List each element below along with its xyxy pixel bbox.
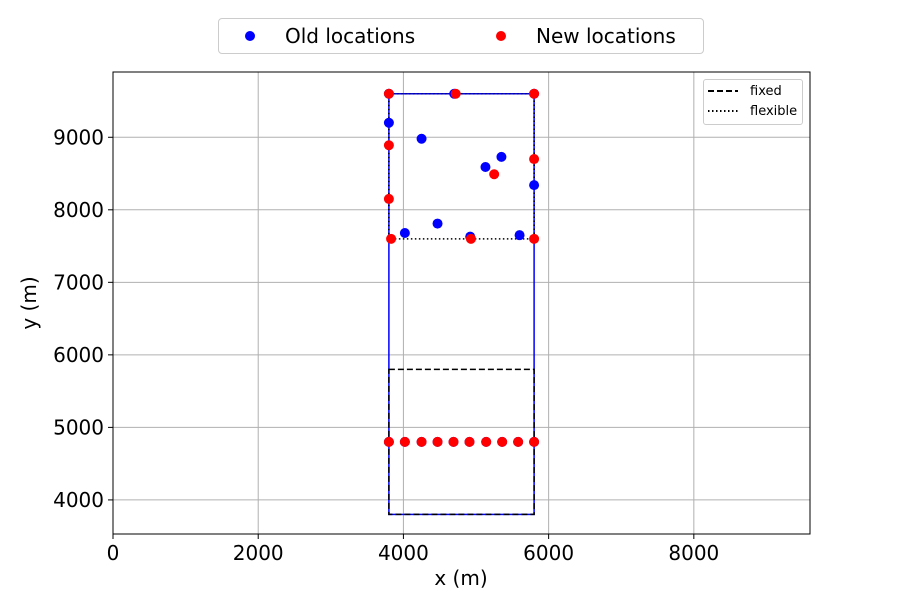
y-tick-label: 4000 — [53, 488, 104, 512]
grid — [112, 72, 810, 534]
new-location-point — [529, 233, 540, 244]
legend-item-new: New locations — [496, 25, 676, 47]
new-location-point — [529, 154, 540, 165]
new-location-point — [448, 436, 459, 447]
legend-line-fixed — [708, 90, 738, 92]
x-axis-label: x (m) — [434, 566, 487, 590]
new-location-point — [464, 436, 475, 447]
flexible-box — [388, 93, 535, 240]
new-location-point — [465, 233, 476, 244]
new-location-point — [497, 436, 508, 447]
plot-frame — [112, 71, 811, 535]
new-location-point — [489, 169, 500, 180]
new-location-point — [450, 88, 461, 99]
new-location-point — [386, 233, 397, 244]
plot-area — [113, 72, 810, 534]
y-tick-label: 5000 — [53, 415, 104, 439]
new-location-point — [399, 436, 410, 447]
legend-label-old: Old locations — [285, 24, 416, 48]
y-axis: 4000 5000 6000 7000 8000 9000 — [53, 125, 113, 512]
legend-item-old: Old locations — [245, 25, 415, 47]
old-location-point — [383, 117, 394, 128]
y-tick-label: 6000 — [53, 343, 104, 367]
y-tick-label: 9000 — [53, 125, 104, 149]
scatter-points — [383, 88, 540, 447]
new-location-point — [529, 436, 540, 447]
new-location-point — [529, 88, 540, 99]
new-location-point — [432, 436, 443, 447]
old-location-point — [480, 162, 491, 173]
new-location-point — [383, 193, 394, 204]
legend-item-fixed: fixed — [708, 83, 782, 99]
legend-label-flexible: flexible — [750, 103, 798, 119]
legend-marker-new — [496, 31, 506, 41]
legend-inner: fixed flexible — [703, 79, 803, 125]
x-tick-label: 4000 — [378, 541, 429, 565]
legend-label-fixed: fixed — [750, 83, 782, 99]
old-location-point — [416, 133, 427, 144]
legend-label-new: New locations — [536, 24, 676, 48]
new-location-point — [513, 436, 524, 447]
new-location-point — [481, 436, 492, 447]
x-tick-label: 0 — [107, 541, 120, 565]
legend-marker-old — [245, 31, 255, 41]
x-tick-label: 6000 — [523, 541, 574, 565]
legend-line-flexible — [708, 110, 738, 112]
new-location-point — [383, 140, 394, 151]
y-tick-label: 7000 — [53, 270, 104, 294]
old-location-point — [496, 151, 507, 162]
legend-top: Old locations New locations — [218, 18, 704, 54]
old-location-point — [432, 218, 443, 229]
new-location-point — [383, 88, 394, 99]
y-tick-label: 8000 — [53, 198, 104, 222]
old-location-point — [399, 228, 410, 239]
old-location-point — [514, 230, 525, 241]
old-location-point — [529, 180, 540, 191]
x-tick-label: 8000 — [668, 541, 719, 565]
x-axis: 0 2000 4000 6000 8000 — [107, 534, 719, 565]
y-axis-label: y (m) — [17, 276, 41, 329]
x-tick-label: 2000 — [233, 541, 284, 565]
new-location-point — [383, 436, 394, 447]
legend-item-flexible: flexible — [708, 103, 797, 119]
new-location-point — [416, 436, 427, 447]
